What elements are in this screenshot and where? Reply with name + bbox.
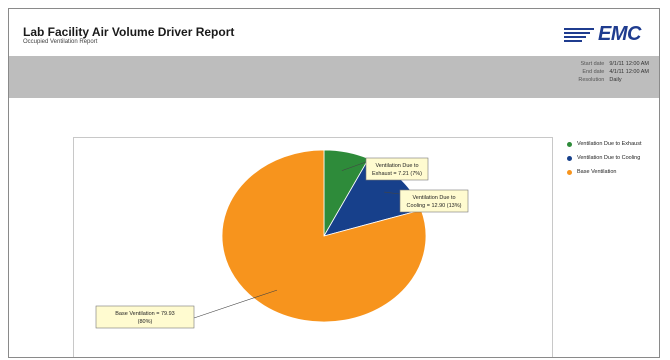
callout-label-2-line-2: Cooling = 12.90 (13%) [407, 203, 462, 209]
legend-swatch-base [567, 169, 572, 175]
meta-resolution-label: Resolution [578, 77, 605, 83]
report-meta: Start date 9/1/11 12:00 AM End date 4/1/… [578, 61, 649, 84]
pie-slice-3 [221, 149, 427, 323]
callout-label-3-line-1: Base Ventilation = 79.93 [115, 311, 174, 317]
callout-box-1 [365, 157, 429, 181]
legend-label-base: Base Ventilation [577, 169, 617, 175]
emc-logo: EMC [564, 23, 641, 46]
report-title: Lab Facility Air Volume Driver Report [23, 25, 235, 39]
meta-resolution-value: Daily [609, 77, 622, 83]
callout-leader-1 [341, 161, 367, 171]
callout-leader-3 [193, 289, 278, 319]
chart-legend: Ventilation Due to Exhaust Ventilation D… [567, 137, 642, 179]
report-header: Lab Facility Air Volume Driver Report Oc… [9, 9, 659, 55]
meta-start-value: 9/1/11 12:00 AM [609, 61, 649, 67]
callout-label-1-line-2: Exhaust = 7.21 (7%) [372, 171, 422, 177]
legend-item-base: Base Ventilation [567, 165, 642, 179]
callout-label-2-line-1: Ventilation Due to [412, 195, 455, 201]
legend-swatch-exhaust [567, 141, 572, 147]
legend-item-exhaust: Ventilation Due to Exhaust [567, 137, 642, 151]
callout-leader-2 [384, 191, 401, 195]
report-subtitle: Occupied Ventilation Report [23, 39, 98, 45]
logo-text: EMC [598, 23, 641, 45]
callout-label-1-line-1: Ventilation Due to [375, 163, 418, 169]
meta-end-value: 4/1/11 12:00 AM [609, 69, 649, 75]
report-frame: Lab Facility Air Volume Driver Report Oc… [8, 8, 660, 358]
callout-label-3-line-2: (80%) [138, 319, 153, 325]
legend-item-cooling: Ventilation Due to Cooling [567, 151, 642, 165]
meta-start-label: Start date [580, 61, 605, 67]
pie-chart: Ventilation Due to Exhaust = 7.21 (7%) Ven… [95, 149, 469, 329]
legend-label-exhaust: Ventilation Due to Exhaust [577, 141, 642, 147]
legend-label-cooling: Ventilation Due to Cooling [577, 155, 641, 161]
callout-box-2 [399, 189, 469, 213]
callout-box-3 [95, 305, 195, 329]
logo-lines-icon [564, 26, 596, 44]
legend-swatch-cooling [567, 155, 572, 161]
chart-area: Ventilation Due to Exhaust = 7.21 (7%) Ven… [73, 137, 553, 357]
meta-end-label: End date [582, 69, 605, 75]
report-info-band: Start date 9/1/11 12:00 AM End date 4/1/… [9, 56, 659, 98]
